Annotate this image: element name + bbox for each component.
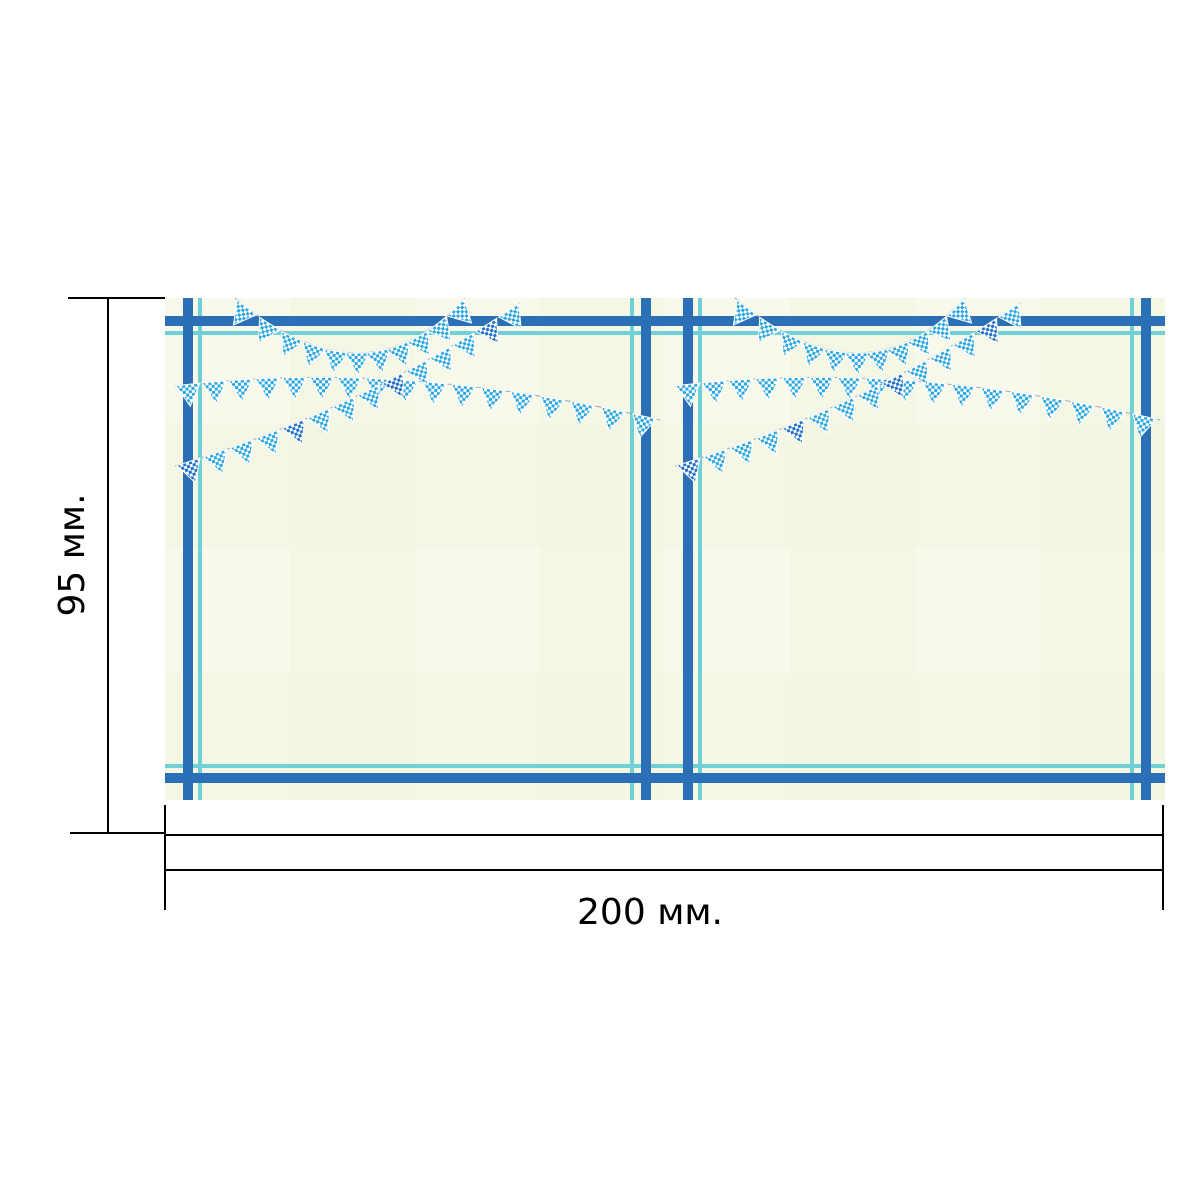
width-label: 200 мм.: [577, 892, 723, 933]
height-label: 95 мм.: [52, 493, 93, 616]
dimension-lines: [68, 297, 1164, 910]
card: [164, 297, 1166, 801]
